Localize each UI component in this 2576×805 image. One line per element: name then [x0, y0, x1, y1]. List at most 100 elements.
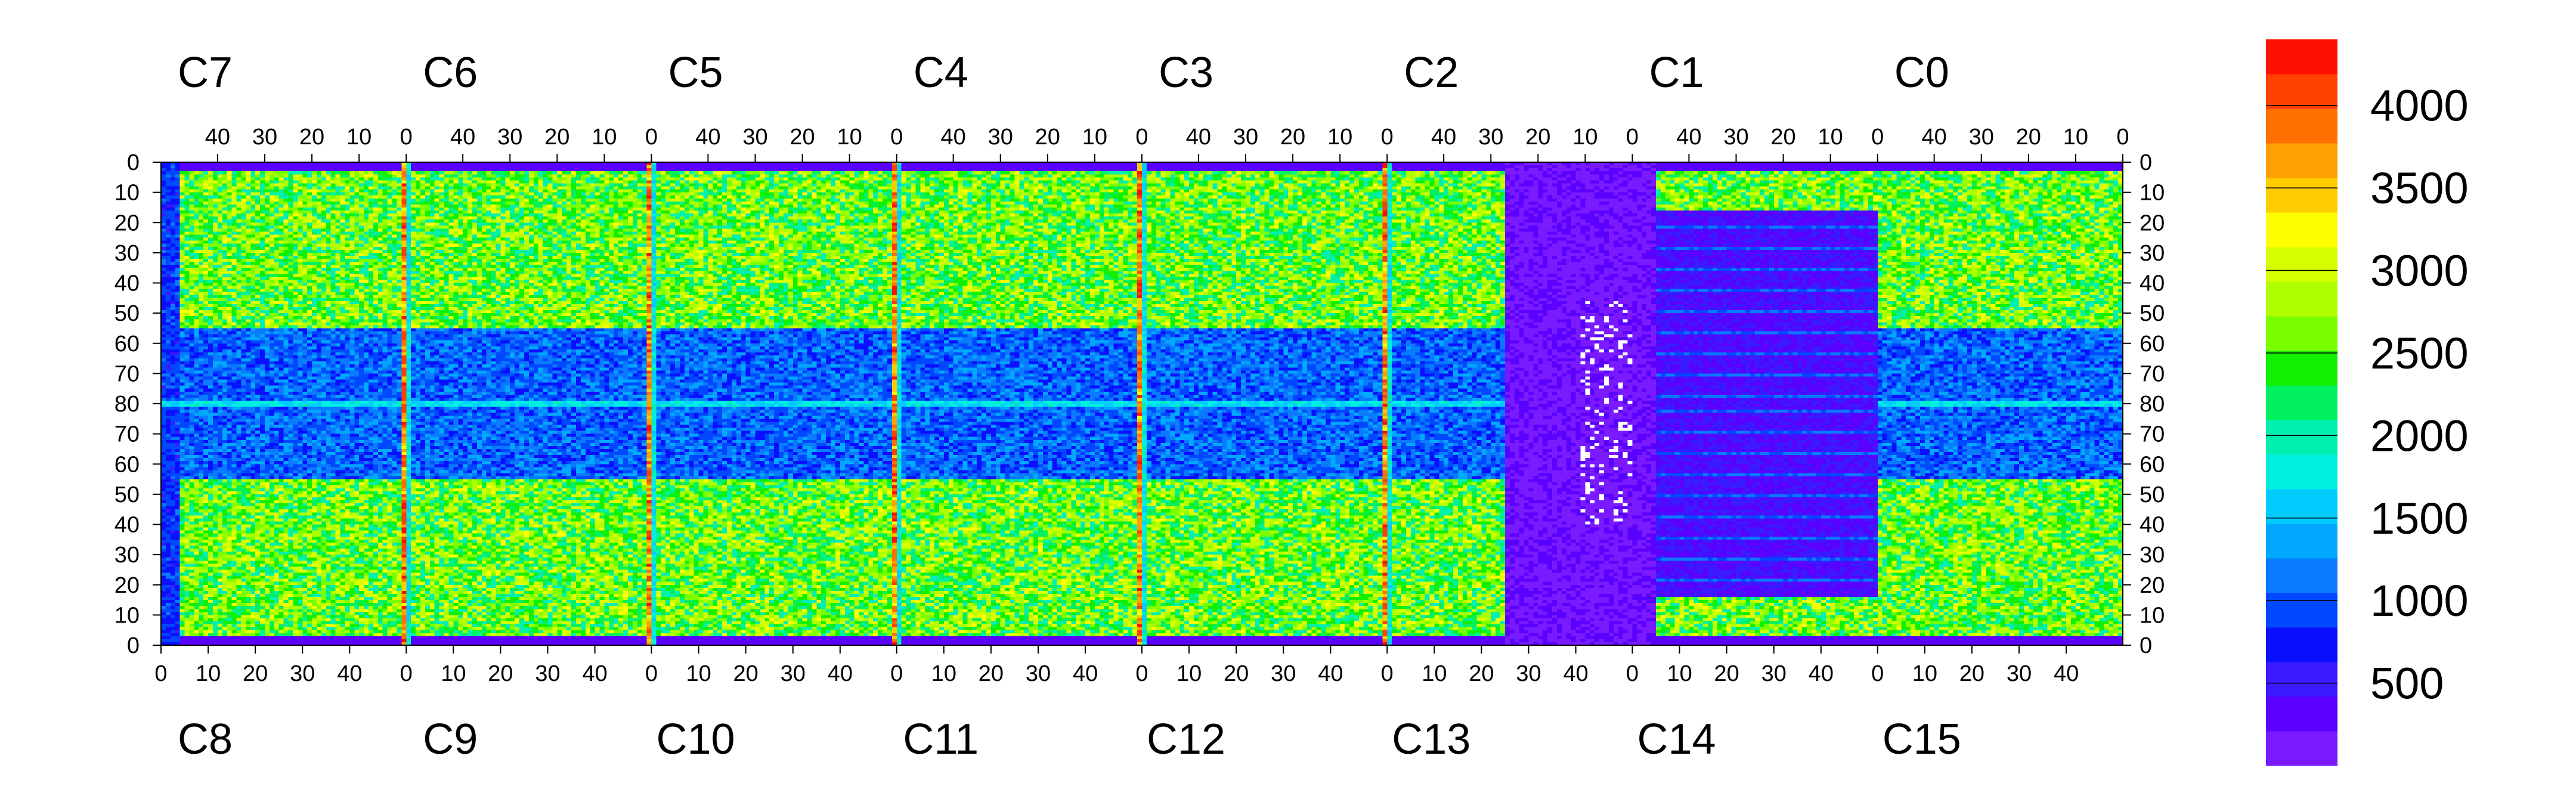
x-tick-label-top: 40 [695, 125, 720, 150]
colorbar-swatch [2266, 178, 2337, 213]
x-tick-label-bottom: 10 [1176, 661, 1202, 686]
x-tick-label-bottom: 40 [828, 661, 853, 686]
colorbar-swatch [2266, 351, 2337, 386]
x-tick-label-top: 20 [1280, 125, 1305, 150]
x-tick-label-bottom: 10 [441, 661, 466, 686]
x-tick-label-bottom: 30 [1516, 661, 1541, 686]
y-tick-label-right: 0 [2140, 150, 2152, 175]
x-tick-label-top: 20 [1525, 125, 1550, 150]
chip-label-bottom: C13 [1392, 716, 1470, 763]
x-tick-label-top: 0 [645, 125, 658, 150]
x-tick-label-top: 30 [1969, 125, 1994, 150]
colorbar-tick-label: 3000 [2370, 246, 2469, 296]
y-tick-label-right: 30 [2140, 543, 2165, 568]
x-tick-label-top: 40 [1676, 125, 1701, 150]
x-tick-label-bottom: 20 [1714, 661, 1739, 686]
y-tick-label-left: 40 [114, 513, 140, 538]
colorbar-tick-label: 3500 [2370, 163, 2469, 213]
x-tick-label-top: 0 [1381, 125, 1394, 150]
y-tick-label-right: 80 [2140, 392, 2165, 417]
x-tick-label-bottom: 20 [1224, 661, 1249, 686]
colorbar-swatch [2266, 524, 2337, 559]
colorbar-tick-label: 1000 [2370, 576, 2469, 626]
x-tick-label-top: 40 [450, 125, 475, 150]
chip-label-top: C7 [178, 49, 233, 97]
chip-label-top: C1 [1649, 49, 1704, 97]
x-tick-label-top: 30 [1723, 125, 1748, 150]
y-tick-label-left: 60 [114, 332, 140, 357]
y-tick-label-left: 30 [114, 241, 140, 266]
chip-label-bottom: C12 [1147, 716, 1225, 763]
chip-label-bottom: C8 [178, 716, 233, 763]
colorbar-swatch [2266, 420, 2337, 455]
x-tick-label-bottom: 40 [1318, 661, 1343, 686]
x-tick-label-top: 10 [1572, 125, 1597, 150]
y-tick-label-left: 70 [114, 422, 140, 447]
x-tick-label-top: 0 [890, 125, 903, 150]
x-tick-label-bottom: 20 [979, 661, 1004, 686]
colorbar-swatch [2266, 731, 2337, 766]
x-tick-label-top: 20 [1035, 125, 1060, 150]
y-tick-label-right: 40 [2140, 271, 2165, 296]
x-tick-label-bottom: 0 [1381, 661, 1394, 686]
y-tick-label-right: 20 [2140, 210, 2165, 236]
y-tick-label-right: 60 [2140, 332, 2165, 357]
colorbar-swatch [2266, 143, 2337, 178]
x-tick-label-bottom: 40 [1563, 661, 1588, 686]
y-tick-label-left: 50 [114, 301, 140, 326]
x-tick-label-top: 30 [988, 125, 1013, 150]
y-tick-label-left: 30 [114, 543, 140, 568]
y-tick-label-left: 0 [127, 150, 140, 175]
chip-label-top: C0 [1894, 49, 1949, 97]
x-tick-label-top: 10 [2063, 125, 2088, 150]
y-tick-label-left: 10 [114, 603, 140, 628]
y-tick-label-right: 50 [2140, 482, 2165, 507]
chip-label-bottom: C10 [656, 716, 735, 763]
colorbar-swatch [2266, 212, 2337, 247]
colorbar-swatch [2266, 696, 2337, 732]
x-tick-label-bottom: 10 [1667, 661, 1692, 686]
y-tick-label-right: 10 [2140, 181, 2165, 206]
x-tick-label-top: 20 [1770, 125, 1795, 150]
x-tick-label-bottom: 30 [781, 661, 806, 686]
y-tick-label-right: 50 [2140, 301, 2165, 326]
x-tick-label-top: 0 [2116, 125, 2129, 150]
colorbar-swatch [2266, 454, 2337, 490]
x-tick-label-bottom: 40 [1073, 661, 1098, 686]
x-tick-label-top: 40 [1186, 125, 1211, 150]
colorbar-swatch [2266, 39, 2337, 75]
x-tick-label-bottom: 10 [1912, 661, 1937, 686]
x-tick-label-bottom: 0 [400, 661, 413, 686]
x-tick-label-bottom: 30 [1026, 661, 1051, 686]
x-tick-label-top: 10 [1818, 125, 1843, 150]
x-tick-label-bottom: 40 [582, 661, 607, 686]
x-tick-label-top: 40 [1922, 125, 1947, 150]
y-tick-label-right: 10 [2140, 603, 2165, 628]
x-tick-label-top: 20 [299, 125, 324, 150]
x-tick-label-top: 20 [544, 125, 569, 150]
y-tick-label-left: 10 [114, 181, 140, 206]
chip-label-top: C6 [423, 49, 478, 97]
x-tick-label-top: 40 [205, 125, 230, 150]
x-tick-label-bottom: 0 [890, 661, 903, 686]
x-tick-label-bottom: 30 [1271, 661, 1296, 686]
x-tick-label-bottom: 10 [931, 661, 956, 686]
x-tick-label-top: 0 [1871, 125, 1884, 150]
x-tick-label-top: 40 [1431, 125, 1456, 150]
x-tick-label-bottom: 30 [2007, 661, 2032, 686]
x-tick-label-top: 0 [400, 125, 413, 150]
x-tick-label-bottom: 0 [154, 661, 167, 686]
y-tick-label-right: 30 [2140, 241, 2165, 266]
colorbar-swatch [2266, 316, 2337, 351]
colorbar-tick-label: 2000 [2370, 411, 2469, 460]
x-tick-label-top: 0 [1135, 125, 1148, 150]
heatmap-canvas [161, 162, 2123, 646]
x-tick-label-top: 10 [592, 125, 617, 150]
colorbar-swatch [2266, 247, 2337, 282]
y-tick-label-left: 0 [127, 633, 140, 658]
x-tick-label-bottom: 10 [686, 661, 711, 686]
x-tick-label-top: 10 [837, 125, 862, 150]
x-tick-label-bottom: 20 [733, 661, 758, 686]
